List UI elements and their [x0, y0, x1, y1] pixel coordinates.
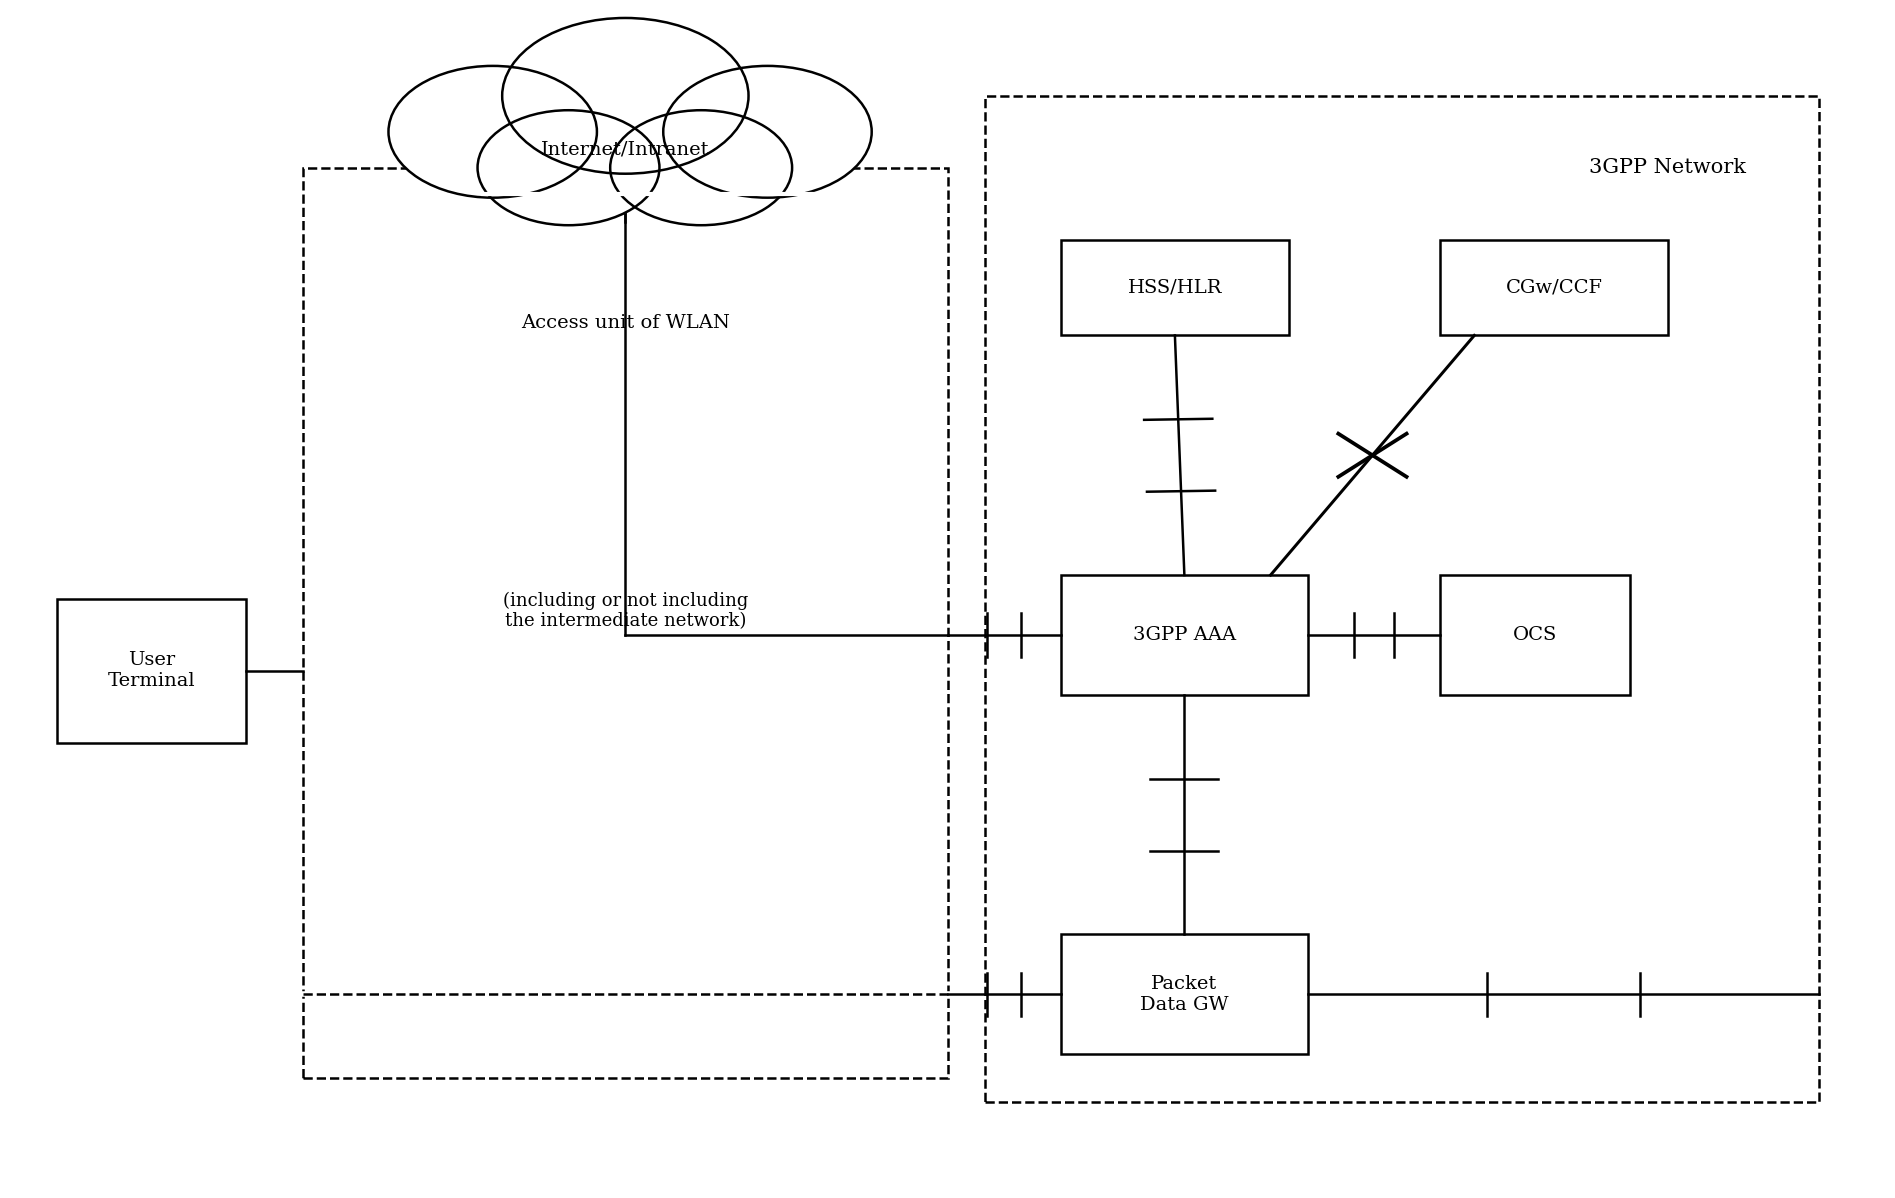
FancyBboxPatch shape	[1440, 240, 1668, 335]
Text: Internet/Intranet: Internet/Intranet	[542, 140, 709, 159]
FancyBboxPatch shape	[1061, 575, 1308, 695]
Circle shape	[502, 18, 749, 174]
Text: OCS: OCS	[1512, 625, 1558, 645]
Text: (including or not including
the intermediate network): (including or not including the intermed…	[502, 592, 749, 630]
Circle shape	[610, 110, 792, 225]
Text: User
Terminal: User Terminal	[108, 652, 195, 690]
Circle shape	[478, 110, 659, 225]
FancyBboxPatch shape	[1061, 934, 1308, 1054]
Text: Packet
Data GW: Packet Data GW	[1141, 975, 1228, 1014]
Text: 3GPP Network: 3GPP Network	[1590, 158, 1745, 177]
Circle shape	[388, 66, 597, 198]
FancyBboxPatch shape	[1061, 240, 1289, 335]
Circle shape	[663, 66, 872, 198]
FancyBboxPatch shape	[57, 599, 246, 743]
Text: HSS/HLR: HSS/HLR	[1128, 278, 1222, 297]
Text: CGw/CCF: CGw/CCF	[1505, 278, 1603, 297]
FancyBboxPatch shape	[1440, 575, 1630, 695]
Text: Access unit of WLAN: Access unit of WLAN	[521, 314, 730, 333]
Text: 3GPP AAA: 3GPP AAA	[1133, 625, 1236, 645]
